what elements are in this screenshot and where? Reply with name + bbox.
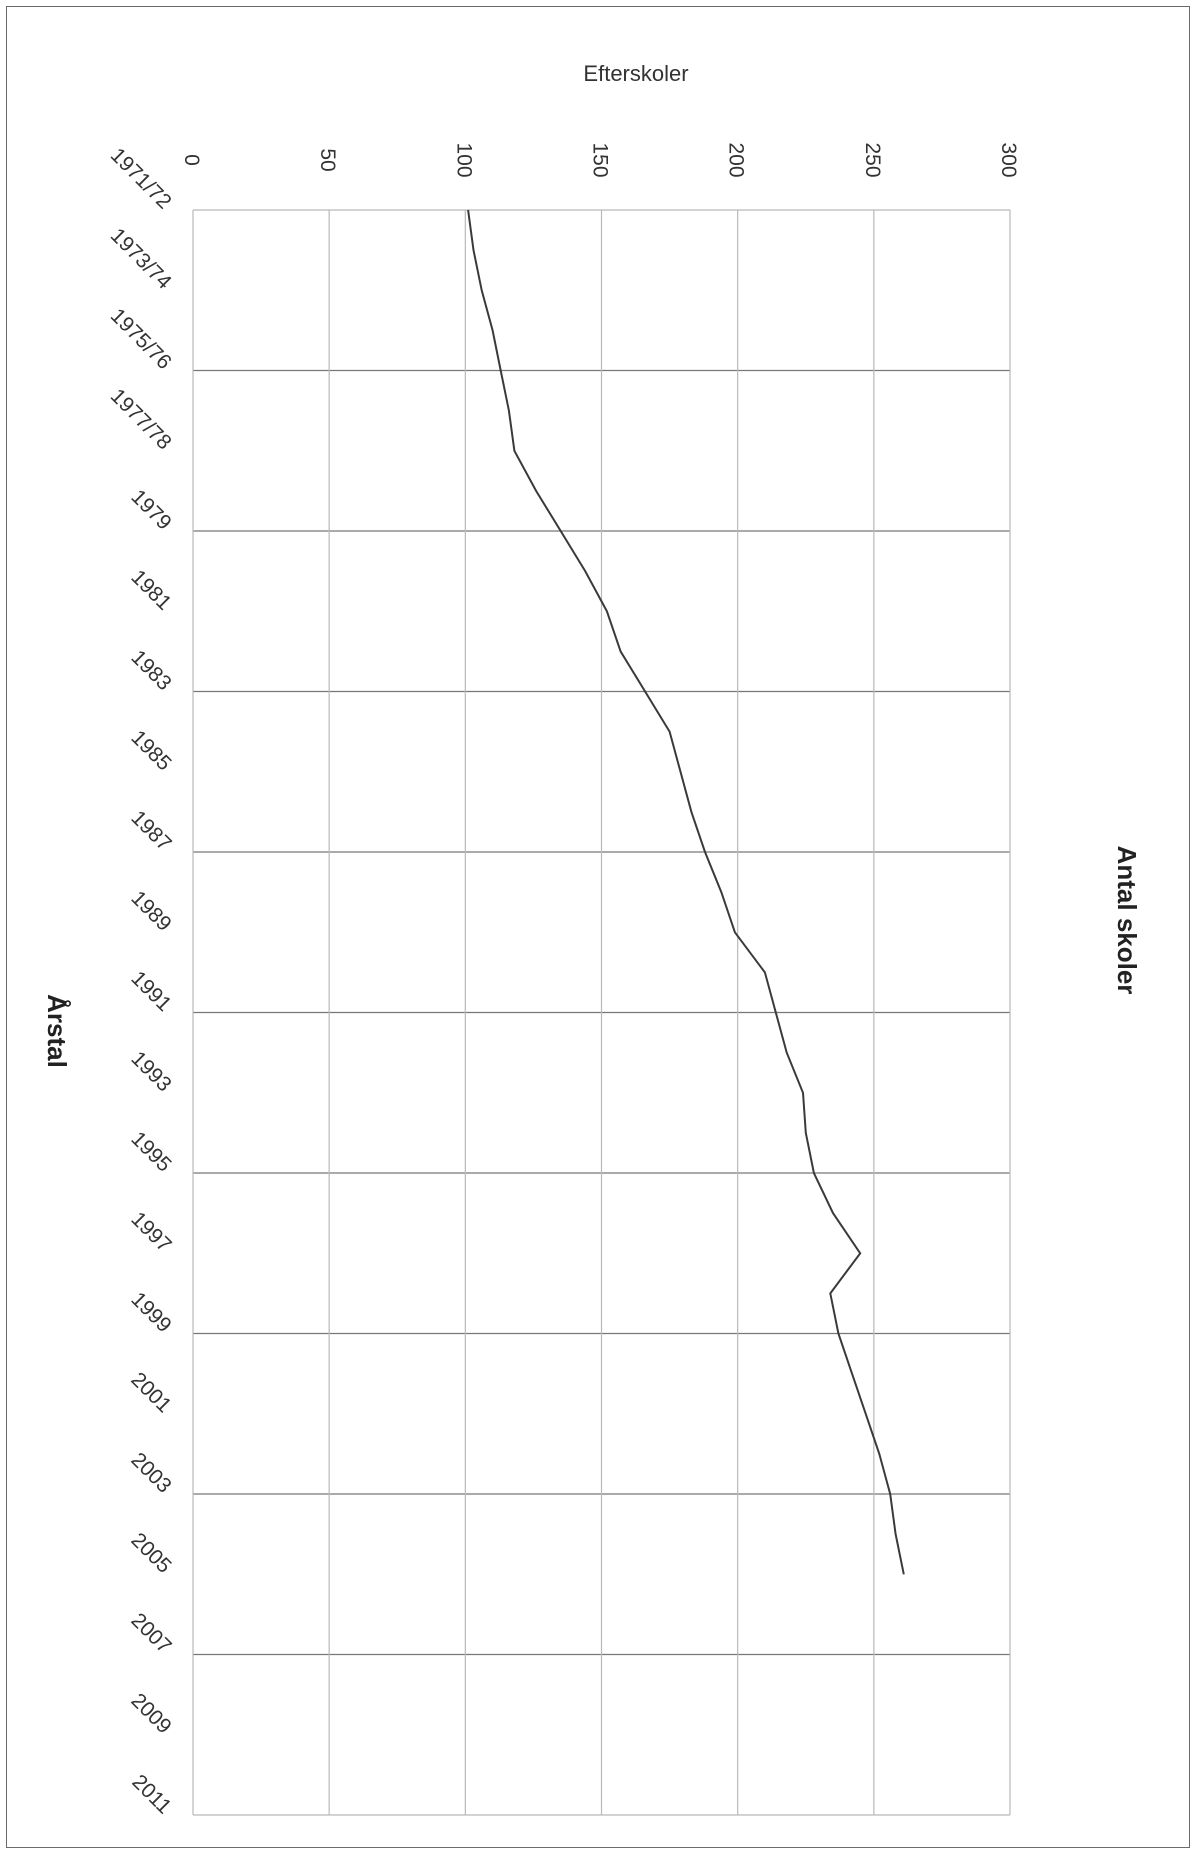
x-tick-label: 1981 <box>126 565 175 614</box>
y-tick-label: 50 <box>316 148 339 171</box>
plot-area: 0 50 100 150 200 250 300 1971/72 1973/74 1975/76 1… <box>106 142 1020 1818</box>
x-tick-label: 1991 <box>126 967 175 1016</box>
x-tick-label: 1983 <box>126 646 175 695</box>
x-tick-label: 1973/74 <box>106 224 176 294</box>
x-tick-label: 1993 <box>126 1047 175 1096</box>
chart-title: Efterskoler <box>583 61 688 86</box>
x-tick-label: 1995 <box>126 1127 175 1176</box>
x-tick-label: 2005 <box>126 1528 175 1577</box>
x-tick-label: 1999 <box>126 1288 175 1337</box>
series-line <box>467 209 905 1575</box>
x-tick-label: 1979 <box>126 485 175 534</box>
x-tick-label: 1975/76 <box>106 304 176 374</box>
y-tick-label: 250 <box>861 142 884 177</box>
x-tick-label: 2009 <box>126 1689 175 1738</box>
x-tick-label: 2003 <box>126 1448 175 1497</box>
chart-frame <box>6 6 1190 1848</box>
y-tick-label: 150 <box>589 142 612 177</box>
x-tick-label: 1989 <box>126 886 175 935</box>
x-tick-label: 1971/72 <box>106 144 176 214</box>
x-tick-label: 1985 <box>126 726 175 775</box>
y-tick-label: 100 <box>452 142 475 177</box>
y-axis-title: Antal skoler <box>1112 846 1142 995</box>
y-tick-label: 200 <box>725 142 748 177</box>
x-tick-label: 1987 <box>126 806 175 855</box>
x-tick-label: 1997 <box>126 1207 175 1256</box>
x-tick-label: 1977/78 <box>106 384 176 454</box>
x-axis-title: Årstal <box>42 994 72 1068</box>
y-tick-label: 0 <box>180 154 203 166</box>
x-tick-label: 2001 <box>126 1368 175 1417</box>
x-tick-label: 2011 <box>128 1770 176 1818</box>
x-tick-label: 2007 <box>126 1609 175 1658</box>
y-tick-label: 300 <box>997 142 1020 177</box>
